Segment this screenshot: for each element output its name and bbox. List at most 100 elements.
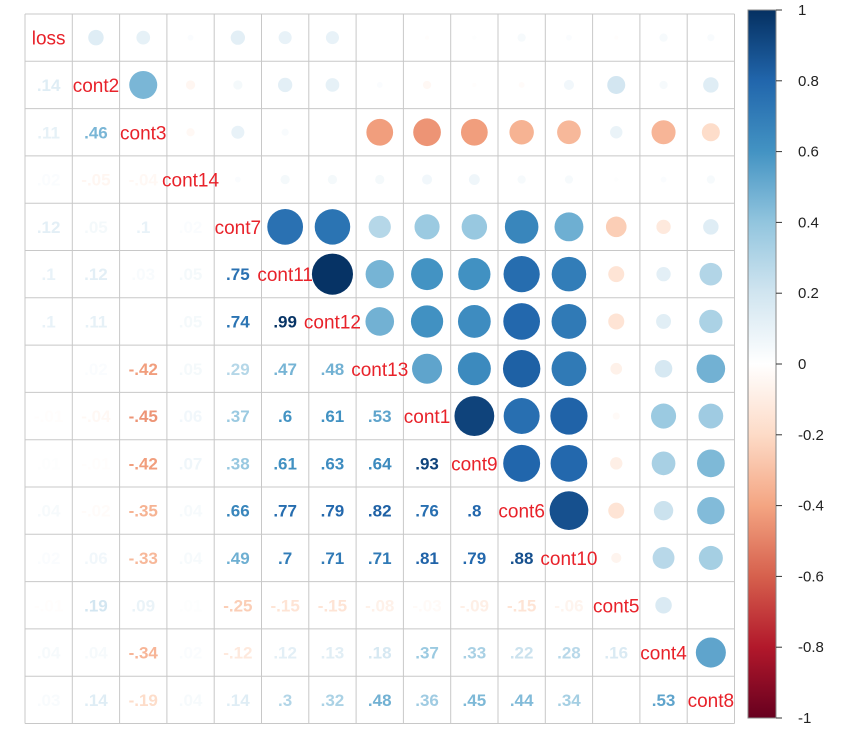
correlation-value: -.15 (271, 596, 300, 615)
correlation-circle (614, 35, 619, 40)
variable-label: cont7 (215, 218, 261, 239)
correlation-value: .07 (179, 454, 203, 473)
correlation-value: .36 (415, 691, 439, 710)
colorbar-gradient (747, 9, 777, 719)
correlation-value: -.08 (365, 596, 394, 615)
correlation-value: .03 (131, 265, 155, 284)
correlation-value: .44 (510, 691, 534, 710)
correlation-circle (551, 304, 587, 339)
correlation-circle (421, 174, 433, 185)
correlation-circle (231, 125, 245, 139)
correlation-circle (504, 210, 539, 244)
correlation-circle (608, 313, 625, 330)
colorbar-tick-label: 0.8 (798, 73, 819, 90)
variable-label: cont4 (640, 644, 687, 665)
colorbar-tick-label: -0.6 (798, 568, 824, 585)
correlation-value: .05 (179, 360, 203, 379)
variable-labels: loss cont2 cont3 cont14 cont7 cont11 cont12 con… (32, 29, 734, 712)
correlation-circle (651, 120, 676, 145)
correlation-circle (697, 449, 725, 478)
correlation-value: -.15 (318, 596, 347, 615)
correlation-value: -.06 (554, 596, 583, 615)
correlation-value: -.45 (129, 407, 158, 426)
correlation-value: .1 (42, 265, 56, 284)
correlation-value: .71 (368, 549, 392, 568)
correlation-value: .63 (321, 454, 345, 473)
colorbar-tick-label: -1 (798, 710, 811, 727)
correlation-value: .61 (321, 407, 345, 426)
correlation-circle (230, 30, 246, 45)
correlation-circle (698, 403, 724, 429)
correlation-circle (412, 353, 443, 384)
correlation-value: .28 (557, 644, 581, 663)
correlation-value: .04 (84, 644, 108, 663)
correlation-value: .05 (179, 265, 203, 284)
correlation-circle (327, 174, 338, 185)
colorbar-tick-label: 1 (798, 2, 806, 19)
correlation-value: .06 (179, 407, 203, 426)
variable-label: cont6 (498, 502, 544, 523)
correlation-value: .61 (273, 454, 297, 473)
correlation-circle (554, 212, 584, 242)
correlation-value: .88 (510, 549, 534, 568)
correlation-circle (325, 78, 340, 92)
correlation-value: .04 (37, 644, 61, 663)
colorbar-tick-label: 0.2 (798, 285, 819, 302)
correlation-value: .14 (37, 76, 61, 95)
correlation-circle (703, 77, 719, 93)
correlation-value: .8 (467, 502, 481, 521)
correlation-circle (518, 82, 525, 88)
correlation-value: .19 (84, 596, 108, 615)
correlation-circle (281, 128, 289, 136)
correlation-circle (457, 305, 491, 338)
correlation-value: .12 (84, 265, 108, 284)
correlation-value: .02 (37, 171, 61, 190)
correlation-circle (706, 175, 715, 184)
correlation-value: .53 (368, 407, 392, 426)
correlation-value: .81 (415, 549, 439, 568)
correlation-circle (129, 70, 158, 99)
correlation-value: .7 (278, 549, 292, 568)
correlation-circle (136, 30, 151, 45)
correlation-value: -.03 (412, 596, 441, 615)
correlation-value: .04 (179, 549, 203, 568)
correlation-value: .14 (226, 691, 250, 710)
correlation-value: .49 (226, 549, 250, 568)
correlation-circle (375, 174, 385, 185)
correlation-value: .14 (84, 691, 108, 710)
correlation-value: .02 (179, 218, 203, 237)
correlation-value: .03 (37, 691, 61, 710)
correlation-circle (414, 214, 440, 240)
correlation-value: .13 (321, 644, 345, 663)
correlation-value: .05 (179, 312, 203, 331)
grid (24, 13, 735, 724)
correlation-value: .76 (415, 502, 439, 521)
correlation-circle (314, 209, 351, 245)
correlation-value: -.19 (129, 691, 158, 710)
correlation-value: .45 (463, 691, 487, 710)
correlation-value: .01 (37, 454, 61, 473)
correlation-value: .09 (131, 596, 155, 615)
correlation-circle (413, 118, 441, 147)
correlation-circle (424, 35, 430, 40)
correlation-value: .71 (321, 549, 345, 568)
correlation-value: .04 (37, 502, 61, 521)
variable-label: cont11 (257, 265, 313, 286)
correlation-circle (468, 174, 480, 186)
correlation-value: .11 (85, 312, 108, 331)
variable-label: cont12 (304, 312, 361, 333)
correlation-circle (376, 82, 383, 88)
correlation-circle (697, 496, 725, 525)
correlation-circle (607, 75, 626, 94)
correlation-circle (656, 219, 671, 235)
correlation-circle (422, 80, 432, 90)
correlation-circle (656, 267, 671, 282)
correlation-value: .64 (368, 454, 392, 473)
correlation-circle (88, 29, 104, 46)
correlation-value: -.09 (460, 596, 489, 615)
correlation-value: 0 (612, 691, 621, 710)
colorbar-tick-label: -0.2 (798, 427, 824, 444)
correlation-circle (651, 451, 676, 476)
correlation-circle (460, 118, 488, 146)
colorbar-tick-label: 0 (798, 356, 806, 373)
